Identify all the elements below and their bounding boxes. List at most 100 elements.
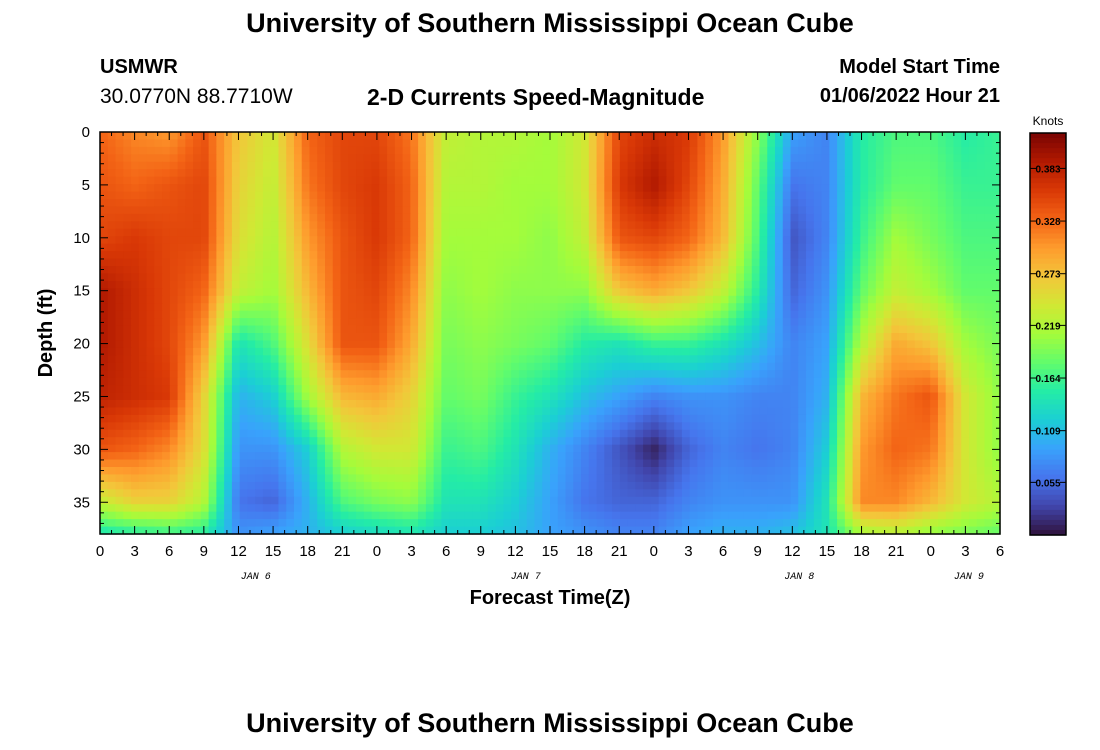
heatmap-cell (914, 146, 924, 155)
heatmap-cell (790, 132, 799, 141)
heatmap-cell (751, 169, 761, 178)
heatmap-cell (937, 385, 947, 394)
heatmap-cell (309, 377, 318, 386)
heatmap-cell (798, 266, 807, 275)
heatmap-cell (208, 213, 217, 222)
heatmap-cell (581, 146, 590, 155)
heatmap-cell (650, 444, 660, 453)
heatmap-cell (922, 347, 931, 356)
heatmap-cell (402, 146, 411, 155)
heatmap-cell (402, 444, 411, 453)
heatmap-cell (891, 191, 900, 200)
heatmap-cell (837, 154, 846, 163)
heatmap-cell (363, 429, 373, 438)
heatmap-cell (262, 169, 272, 178)
heatmap-cell (402, 362, 411, 371)
heatmap-cell (325, 139, 334, 148)
heatmap-cell (193, 288, 202, 297)
heatmap-cell (596, 213, 605, 222)
heatmap-cell (837, 266, 846, 275)
heatmap-cell (736, 258, 745, 267)
heatmap-cell (293, 273, 303, 282)
heatmap-cell (643, 362, 652, 371)
heatmap-cell (751, 221, 761, 230)
heatmap-cell (751, 132, 761, 141)
heatmap-cell (456, 370, 466, 379)
heatmap-cell (852, 385, 861, 394)
heatmap-cell (899, 347, 908, 356)
heatmap-cell (751, 199, 761, 208)
heatmap-cell (394, 199, 404, 208)
heatmap-cell (154, 213, 163, 222)
heatmap-cell (860, 236, 869, 245)
heatmap-cell (394, 206, 404, 215)
heatmap-cell (697, 184, 706, 193)
heatmap-cell (728, 400, 737, 409)
heatmap-cell (627, 437, 636, 446)
heatmap-cell (689, 318, 699, 327)
heatmap-cell (798, 169, 807, 178)
heatmap-cell (464, 258, 474, 267)
heatmap-cell (899, 303, 908, 312)
heatmap-cell (185, 355, 194, 364)
heatmap-cell (356, 310, 365, 319)
heatmap-cell (410, 132, 419, 141)
heatmap-cell (325, 318, 334, 327)
heatmap-cell (736, 310, 745, 319)
heatmap-cell (767, 400, 776, 409)
heatmap-cell (286, 258, 295, 267)
heatmap-cell (449, 176, 458, 185)
heatmap-cell (604, 422, 613, 431)
heatmap-cell (340, 199, 349, 208)
heatmap-cell (813, 199, 823, 208)
heatmap-cell (666, 392, 675, 401)
heatmap-cell (115, 452, 124, 461)
heatmap-cell (720, 280, 730, 289)
heatmap-cell (627, 213, 636, 222)
heatmap-cell (720, 206, 730, 215)
heatmap-cell (813, 146, 823, 155)
heatmap-cell (751, 355, 761, 364)
heatmap-cell (767, 333, 776, 342)
heatmap-cell (899, 385, 908, 394)
heatmap-cell (550, 139, 559, 148)
heatmap-cell (914, 154, 924, 163)
heatmap-cell (456, 213, 466, 222)
heatmap-cell (247, 184, 256, 193)
heatmap-cell (666, 444, 675, 453)
heatmap-cell (689, 362, 699, 371)
heatmap-cell (627, 176, 636, 185)
heatmap-cell (100, 340, 109, 349)
heatmap-cell (464, 422, 474, 431)
heatmap-cell (821, 295, 830, 304)
heatmap-cell (852, 444, 861, 453)
heatmap-cell (231, 139, 241, 148)
heatmap-cell (596, 146, 605, 155)
heatmap-cell (976, 266, 986, 275)
heatmap-cell (162, 191, 171, 200)
heatmap-cell (177, 414, 186, 423)
heatmap-cell (798, 333, 807, 342)
heatmap-cell (348, 280, 357, 289)
heatmap-cell (138, 414, 148, 423)
heatmap-cell (736, 176, 745, 185)
heatmap-cell (868, 370, 877, 379)
heatmap-cell (433, 318, 442, 327)
heatmap-cell (255, 258, 264, 267)
heatmap-cell (332, 221, 342, 230)
heatmap-cell (185, 392, 194, 401)
heatmap-cell (790, 422, 799, 431)
heatmap-cell (332, 280, 342, 289)
heatmap-cell (635, 251, 644, 260)
heatmap-cell (627, 251, 636, 260)
heatmap-cell (456, 362, 466, 371)
heatmap-cell (961, 251, 970, 260)
heatmap-cell (363, 318, 373, 327)
heatmap-cell (596, 184, 605, 193)
heatmap-cell (433, 154, 442, 163)
heatmap-cell (899, 407, 908, 416)
heatmap-cell (798, 191, 807, 200)
heatmap-cell (712, 273, 722, 282)
heatmap-cell (146, 377, 155, 386)
heatmap-cell (821, 414, 830, 423)
